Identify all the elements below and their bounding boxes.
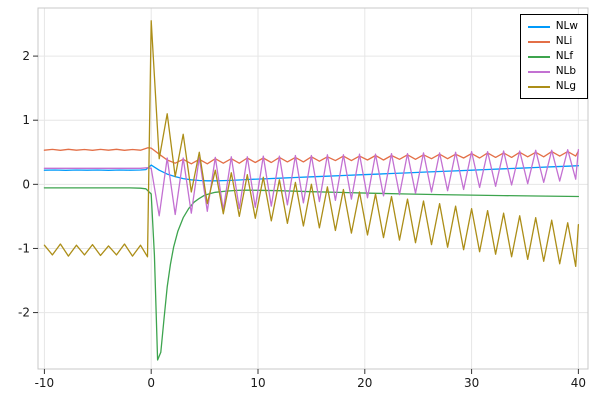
series-line-NLw bbox=[43, 164, 580, 182]
y-tick-label: -2 bbox=[18, 306, 30, 320]
legend-item-NLi: NLi bbox=[527, 35, 578, 48]
y-tick-label: 2 bbox=[22, 49, 30, 63]
x-tick-label: 30 bbox=[464, 376, 479, 390]
y-tick-label: -1 bbox=[18, 241, 30, 255]
x-tick-label: 0 bbox=[147, 376, 155, 390]
legend: NLw NLi NLf NLb NLg bbox=[519, 14, 588, 99]
legend-line-swatch bbox=[527, 40, 550, 43]
legend-label: NLf bbox=[555, 50, 574, 62]
x-tick-label: 40 bbox=[571, 376, 586, 390]
legend-line-swatch bbox=[527, 85, 550, 88]
series-line-NLf bbox=[43, 187, 580, 361]
y-tick-label: 1 bbox=[22, 113, 30, 127]
legend-line-swatch bbox=[527, 70, 550, 73]
legend-label: NLb bbox=[555, 65, 577, 77]
legend-label: NLi bbox=[555, 35, 573, 47]
legend-line-swatch bbox=[527, 25, 550, 28]
legend-label: NLg bbox=[555, 80, 577, 92]
legend-item-NLg: NLg bbox=[527, 80, 578, 93]
plot-frame bbox=[37, 7, 589, 370]
y-tick-label: 0 bbox=[22, 177, 30, 191]
legend-item-NLb: NLb bbox=[527, 65, 578, 78]
x-tick-label: 10 bbox=[250, 376, 265, 390]
legend-label: NLw bbox=[555, 20, 578, 32]
legend-item-NLw: NLw bbox=[527, 20, 578, 33]
series-line-NLb bbox=[43, 149, 580, 217]
x-tick-label: -10 bbox=[35, 376, 55, 390]
x-tick-label: 20 bbox=[357, 376, 372, 390]
legend-item-NLf: NLf bbox=[527, 50, 578, 63]
legend-line-swatch bbox=[527, 55, 550, 58]
series-line-NLg bbox=[43, 20, 580, 268]
